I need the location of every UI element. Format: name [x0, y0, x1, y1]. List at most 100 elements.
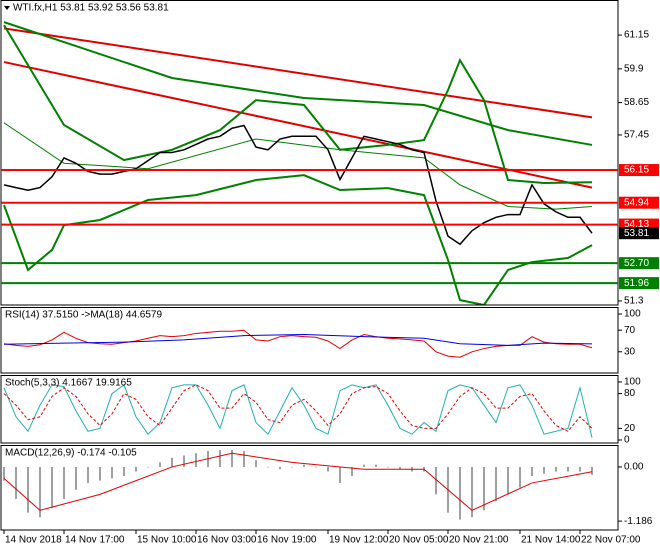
histogram-bar — [87, 466, 89, 483]
histogram-bar — [519, 466, 521, 488]
histogram-bar — [495, 466, 497, 502]
y-tick-label: 0 — [624, 435, 630, 446]
histogram-bar — [399, 466, 401, 470]
x-tick-label: 16 Nov 03:00 — [197, 535, 257, 546]
histogram-bar — [63, 466, 65, 499]
histogram-bar — [567, 466, 569, 472]
histogram-bar — [507, 466, 509, 495]
level-badge — [619, 277, 659, 290]
histogram-bar — [471, 466, 473, 518]
price-label: 53.81 — [624, 228, 649, 239]
price-badge — [619, 227, 659, 240]
panel-frame — [0, 0, 619, 306]
histogram-bar — [339, 466, 341, 483]
histogram-bar — [111, 466, 113, 479]
x-tick-label: 14 Nov 2018 — [5, 535, 62, 546]
histogram-bar — [543, 466, 545, 474]
panel — [3, 450, 593, 520]
histogram-bar — [327, 466, 329, 472]
histogram-bar — [387, 466, 389, 468]
series-line — [3, 124, 593, 246]
histogram-bar — [135, 466, 137, 472]
series-line — [3, 21, 593, 146]
panel-frame — [0, 445, 619, 531]
panel-frame — [0, 375, 619, 444]
histogram-bar — [435, 466, 437, 495]
x-tick-label: 20 Nov 21:00 — [449, 535, 509, 546]
y-tick-label: -1.186 — [624, 516, 653, 527]
panel-title: WTI.fx,H1 53.81 53.92 53.56 53.81 — [13, 3, 169, 14]
histogram-bar — [3, 466, 5, 481]
y-tick-label: 100 — [624, 309, 641, 320]
panel — [3, 384, 593, 438]
histogram-bar — [375, 464, 377, 467]
y-tick-label: 51.3 — [624, 296, 644, 307]
level-label: 54.94 — [624, 197, 649, 208]
level-badge — [619, 196, 659, 209]
y-tick-label: 57.45 — [624, 130, 649, 141]
y-tick-label: 70 — [624, 325, 636, 336]
histogram-bar — [267, 466, 269, 468]
x-tick-label: 22 Nov 07:00 — [581, 535, 641, 546]
histogram-bar — [291, 466, 293, 468]
histogram-bar — [315, 466, 317, 468]
level-label: 52.70 — [624, 258, 649, 269]
level-label: 51.96 — [624, 278, 649, 289]
histogram-bar — [99, 466, 101, 481]
series-line — [3, 24, 593, 185]
panel-title: Stoch(5,3,3) 4.1667 19.9165 — [5, 378, 132, 389]
histogram-bar — [231, 450, 233, 467]
level-label: 56.15 — [624, 165, 649, 176]
x-tick-label: 14 Nov 17:00 — [65, 535, 125, 546]
y-tick-label: 61.15 — [624, 30, 649, 41]
y-tick-label: 80 — [624, 388, 636, 399]
histogram-bar — [255, 460, 257, 467]
histogram-bar — [243, 450, 245, 467]
y-tick-label: 59.9 — [624, 63, 644, 74]
histogram-bar — [15, 466, 17, 499]
y-tick-label: 20 — [624, 423, 636, 434]
y-tick-label: 0.00 — [624, 462, 644, 473]
histogram-bar — [219, 450, 221, 467]
histogram-bar — [195, 453, 197, 467]
histogram-bar — [123, 466, 125, 477]
histogram-bar — [75, 466, 77, 490]
panel-title: RSI(14) 37.5150 ->MA(18) 44.6579 — [5, 310, 162, 321]
histogram-bar — [483, 466, 485, 511]
level-badge — [619, 257, 659, 270]
histogram-bar — [363, 464, 365, 467]
histogram-bar — [591, 466, 593, 475]
histogram-bar — [555, 466, 557, 472]
x-tick-label: 19 Nov 12:00 — [329, 535, 389, 546]
x-tick-label: 21 Nov 14:00 — [521, 535, 581, 546]
histogram-bar — [159, 462, 161, 467]
series-line — [3, 329, 593, 358]
panel — [3, 21, 593, 305]
series-line — [3, 334, 593, 346]
histogram-bar — [39, 466, 41, 518]
series-line — [3, 384, 593, 438]
trendline — [3, 61, 593, 189]
histogram-bar — [531, 466, 533, 477]
histogram-bar — [279, 466, 281, 470]
y-tick-label: 30 — [624, 346, 636, 357]
histogram-bar — [459, 466, 461, 520]
panel — [3, 329, 593, 358]
panel-title: MACD(12,26,9) -0.174 -0.105 — [5, 448, 137, 459]
x-tick-label: 16 Nov 19:00 — [257, 535, 317, 546]
level-badge — [619, 164, 659, 177]
level-label: 54.13 — [624, 219, 649, 230]
series-line — [3, 452, 593, 511]
series-line — [3, 384, 593, 432]
panel-frame — [0, 307, 619, 374]
histogram-bar — [183, 455, 185, 467]
x-tick-label: 15 Nov 10:00 — [137, 535, 197, 546]
title-marker — [4, 6, 10, 10]
y-tick-label: 58.65 — [624, 97, 649, 108]
histogram-bar — [351, 466, 353, 477]
trendline — [3, 27, 593, 119]
histogram-bar — [51, 466, 53, 509]
histogram-bar — [303, 464, 305, 467]
